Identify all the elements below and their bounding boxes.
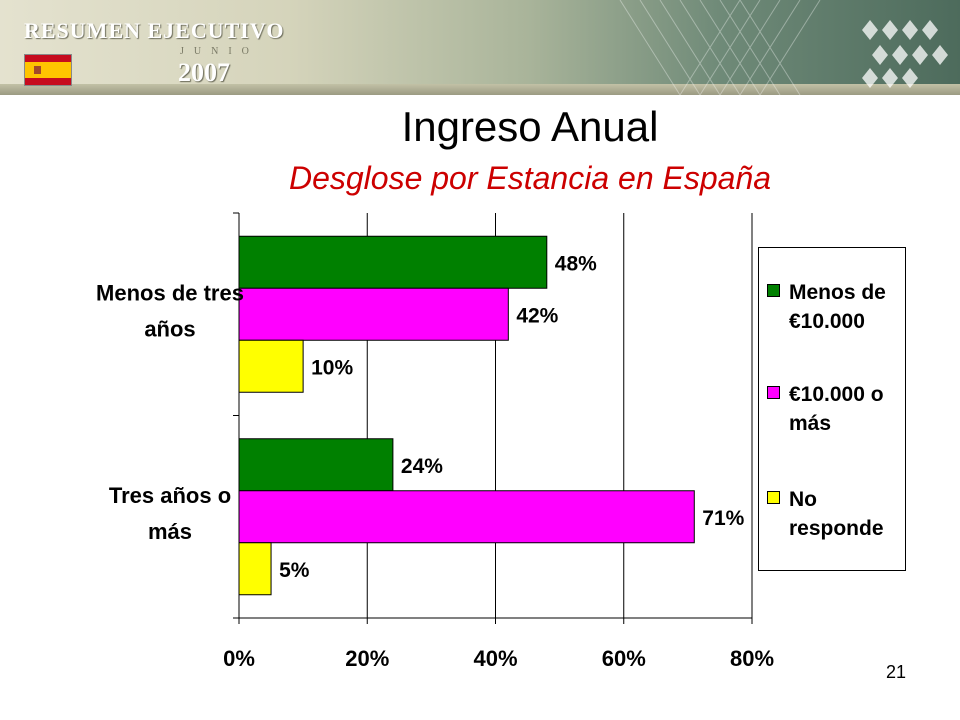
x-tick-label: 60% xyxy=(602,646,646,671)
brand-year: 2007 xyxy=(178,58,230,87)
brand-month: JUNIO xyxy=(180,46,259,57)
legend-swatch xyxy=(767,491,780,504)
brand-title: RESUMEN EJECUTIVO xyxy=(24,18,285,43)
category-label: Menos de tres xyxy=(96,280,244,305)
legend-swatch xyxy=(767,284,780,297)
bar xyxy=(238,287,509,341)
legend-swatch xyxy=(767,386,780,399)
data-label: 48% xyxy=(555,252,597,275)
x-tick-label: 0% xyxy=(223,646,255,671)
x-tick-label: 80% xyxy=(730,646,774,671)
spain-flag-icon xyxy=(24,54,72,86)
slide-subtitle: Desglose por Estancia en España xyxy=(288,160,772,196)
data-label: 42% xyxy=(516,304,558,327)
bar xyxy=(238,235,548,289)
data-label: 10% xyxy=(311,356,353,379)
data-label: 5% xyxy=(279,559,310,582)
banner-decoration xyxy=(619,0,948,95)
bar xyxy=(238,438,394,492)
category-label: Tres años o xyxy=(109,483,231,508)
legend-label: Menos de €10.000 xyxy=(789,281,886,333)
data-label: 71% xyxy=(702,507,744,530)
header-banner: RESUMEN EJECUTIVO JUNIO 2007 xyxy=(0,0,960,95)
data-label: 24% xyxy=(401,455,443,478)
banner-shade xyxy=(0,84,960,95)
x-tick-label: 20% xyxy=(345,646,389,671)
bar xyxy=(238,339,304,393)
page-number: 21 xyxy=(886,662,907,682)
bar xyxy=(238,490,695,544)
bar xyxy=(238,542,272,596)
legend-label: No responde xyxy=(789,488,884,540)
slide-title: Ingreso Anual xyxy=(401,103,659,150)
chart-legend: Menos de €10.000 €10.000 o más No respon… xyxy=(758,247,906,571)
x-tick-label: 40% xyxy=(473,646,517,671)
category-label: más xyxy=(148,519,192,544)
category-label: años xyxy=(144,316,195,341)
legend-label: €10.000 o más xyxy=(789,383,884,435)
